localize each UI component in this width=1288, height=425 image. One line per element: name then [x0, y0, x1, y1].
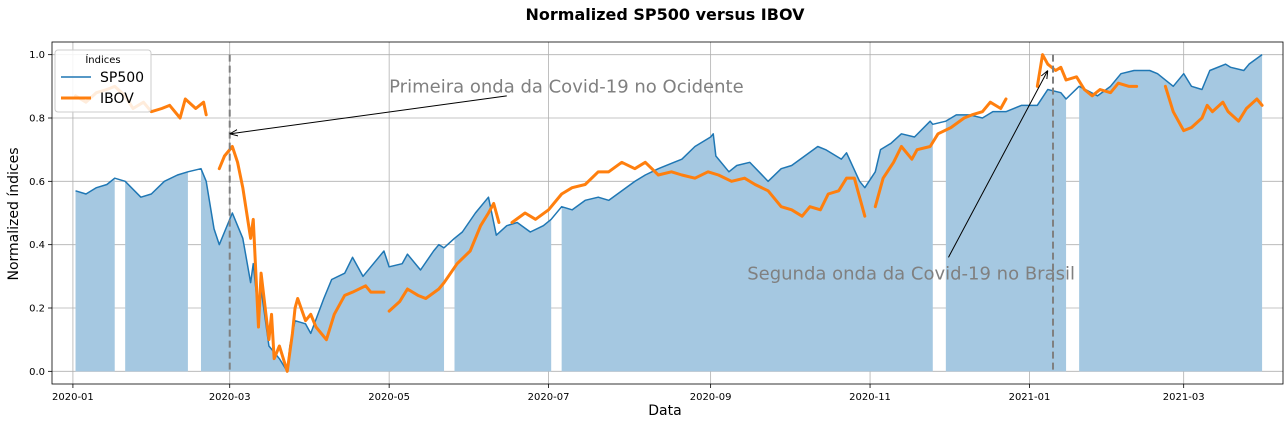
x-tick-label: 2020-05 [368, 392, 410, 403]
annotation-arrow [230, 95, 507, 134]
sp500-line [75, 54, 1263, 373]
chart-title: Normalized SP500 versus IBOV [526, 5, 806, 24]
y-tick-label: 0.6 [29, 177, 45, 188]
y-tick-label: 0.8 [29, 114, 45, 125]
plot-frame [51, 41, 1284, 385]
sp500-area-segment [454, 197, 552, 372]
sp500-area-segment [200, 168, 445, 372]
x-tick-label: 2020-01 [52, 392, 94, 403]
legend: Índices SP500 IBOV [54, 49, 152, 113]
x-tick-label: 2021-01 [1009, 392, 1051, 403]
sp500-area-segment [75, 178, 115, 372]
x-axis-label: Data [648, 403, 681, 419]
annotation-arrow [948, 71, 1047, 258]
y-tick-label: 1.0 [29, 50, 45, 61]
grid [52, 42, 1283, 384]
x-tick-label: 2020-07 [528, 392, 570, 403]
y-tick-label: 0.4 [29, 240, 45, 251]
sp500-area-segment [125, 171, 188, 372]
sp500-area-segment [1079, 54, 1263, 372]
x-tick-label: 2020-03 [209, 392, 251, 403]
annotation-text: Segunda onda da Covid-19 no Brasil [747, 264, 1075, 285]
sp500-area-segment [945, 89, 1067, 372]
annotations: Primeira onda da Covid-19 no Ocidente Seg… [230, 71, 1075, 285]
y-tick-label: 0.2 [29, 304, 45, 315]
legend-label-ibov: IBOV [100, 91, 134, 107]
sp500-area-segment [561, 121, 933, 372]
y-axis-ticks: 0.0 0.2 0.4 0.6 0.8 1.0 [29, 50, 52, 378]
y-tick-label: 0.0 [29, 367, 45, 378]
x-tick-label: 2020-09 [690, 392, 732, 403]
x-axis-ticks: 2020-01 2020-03 2020-05 2020-07 2020-09 2020-… [52, 384, 1205, 403]
annotation-text: Primeira onda da Covid-19 no Ocidente [389, 77, 744, 98]
legend-label-sp500: SP500 [100, 70, 144, 86]
event-lines [228, 54, 1055, 372]
y-axis-label: Normalized índices [6, 148, 22, 281]
x-tick-label: 2020-11 [849, 392, 891, 403]
legend-title: Índices [85, 53, 120, 66]
x-tick-label: 2021-03 [1163, 392, 1205, 403]
sp500-fill-area [75, 54, 1263, 372]
